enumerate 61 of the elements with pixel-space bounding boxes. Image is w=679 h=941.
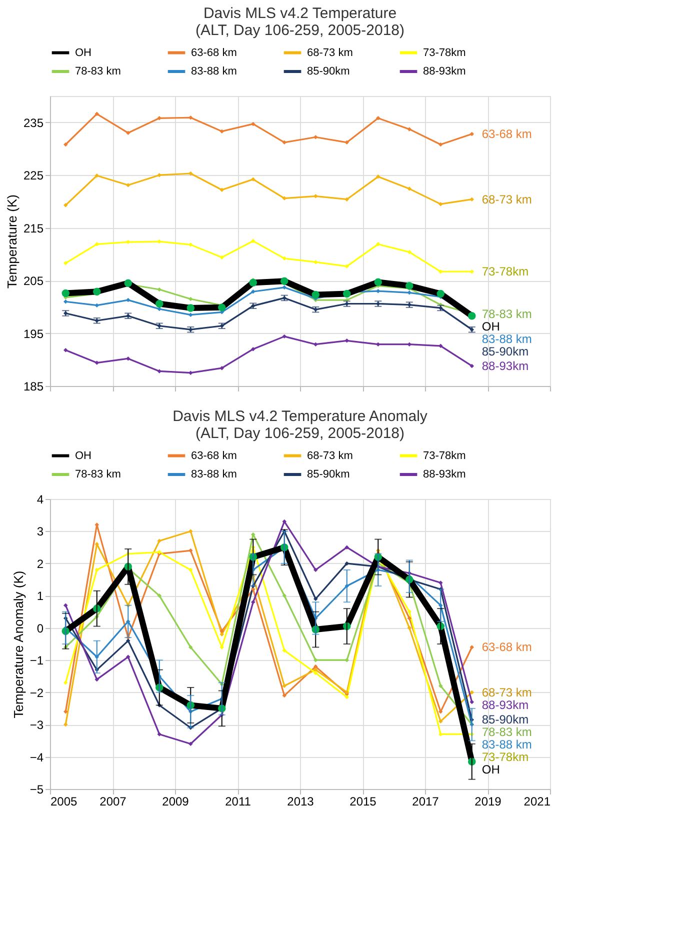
text: 73-78km [482, 264, 529, 279]
y-tick-label: 215 [23, 221, 44, 236]
y-tick-label: −1 [30, 654, 44, 668]
legend-label: 63-68 km [191, 450, 237, 462]
y-tick-label: −2 [30, 686, 44, 700]
text: 88-93km [482, 698, 529, 712]
text: 68-73 km [482, 192, 532, 206]
legend-label: 68-73 km [307, 46, 353, 59]
text: 73-78km [482, 750, 529, 764]
legend-label: 78-83 km [75, 468, 121, 480]
x-tick-label: 2005 [50, 794, 78, 808]
y-tick-label: 205 [23, 274, 44, 288]
y-axis-title: Temperature Anomaly (K) [10, 570, 26, 718]
legend-label: 85-90km [307, 468, 350, 480]
x-tick-label: 2015 [350, 794, 377, 808]
legend-label: 85-90km [307, 66, 350, 78]
legend-label: 68-73 km [307, 450, 353, 462]
chart-title: Davis MLS v4.2 Temperature Anomaly (ALT, Day 106-259, 2005-2018) [172, 408, 428, 442]
legend-label: OH [75, 450, 92, 462]
text: 78-83 km [482, 306, 532, 321]
y-tick-label: −4 [30, 750, 44, 764]
y-tick-label: −3 [30, 718, 44, 732]
text: 63-68 km [482, 126, 532, 141]
text: 85-90km [482, 712, 529, 727]
legend-label: OH [75, 46, 92, 59]
legend-label: 83-88 km [191, 66, 237, 78]
x-tick-label: 2009 [162, 794, 190, 808]
legend-label: 73-78km [423, 450, 466, 462]
legend-label: 63-68 km [191, 46, 237, 59]
legend-label: 88-93km [423, 66, 466, 78]
text: 88-93km [482, 358, 529, 373]
y-tick-label: 185 [23, 380, 44, 394]
y-tick-label: 4 [36, 492, 44, 506]
legend-label: 88-93km [423, 468, 466, 480]
text: 85-90km [482, 344, 529, 358]
y-tick-label: 0 [36, 621, 44, 636]
y-tick-label: −5 [30, 782, 44, 796]
x-tick-label: 2019 [474, 794, 502, 808]
text: 68-73 km [482, 685, 532, 700]
x-tick-label: 2013 [287, 794, 314, 808]
y-tick-label: 225 [23, 168, 44, 183]
x-tick-label: 2011 [225, 794, 252, 808]
legend-label: 78-83 km [75, 66, 121, 78]
legend-label: 73-78km [423, 46, 466, 59]
text: 78-83 km [482, 725, 532, 740]
y-tick-label: 1 [36, 589, 44, 604]
text: OH [482, 762, 500, 777]
text: 63-68 km [482, 640, 532, 654]
chart-title: Davis MLS v4.2 Temperature (ALT, Day 106-259, 2005-2018) [195, 5, 405, 39]
text: OH [482, 319, 500, 334]
legend-label: 83-88 km [191, 468, 237, 480]
x-tick-label: 2007 [100, 794, 127, 808]
x-tick-label: 2021 [524, 794, 551, 808]
y-tick-label: 2 [36, 556, 44, 571]
text: 83-88 km [482, 738, 532, 752]
y-tick-label: 195 [23, 326, 44, 341]
y-tick-label: 235 [23, 116, 44, 130]
text: 83-88 km [482, 332, 532, 346]
x-tick-label: 2017 [412, 794, 440, 808]
y-tick-label: 3 [36, 524, 44, 539]
y-axis-title: Temperature (K) [4, 194, 20, 288]
